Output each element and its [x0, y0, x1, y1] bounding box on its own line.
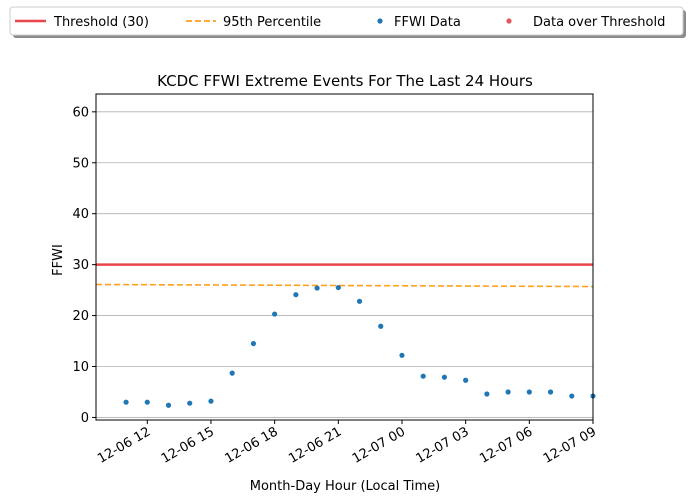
- ffwi-data-point: [208, 398, 214, 404]
- legend-frame: [9, 6, 684, 36]
- legend-ffwi-label: FFWI Data: [394, 15, 461, 30]
- plot-frame: [95, 93, 594, 421]
- ffwi-data-point: [335, 284, 341, 291]
- x-tick-label: 12-06 15: [159, 424, 217, 466]
- x-tick-label: 12-06 18: [223, 424, 281, 466]
- legend: Threshold (30) 95th Percentile FFWI Data…: [9, 6, 686, 38]
- ffwi-data-point: [378, 323, 384, 329]
- ffwi-data-point: [484, 391, 490, 397]
- ffwi-data-point: [356, 298, 363, 304]
- legend-percentile-label: 95th Percentile: [223, 15, 321, 30]
- ffwi-data-point: [272, 311, 278, 317]
- y-tick-label: 30: [72, 258, 89, 273]
- ffwi-data-point: [463, 377, 469, 383]
- ffwi-data-point: [187, 400, 193, 406]
- ffwi-data-point: [399, 352, 405, 358]
- y-axis-label: FFWI: [51, 244, 66, 276]
- x-tick-label: 12-06 12: [95, 424, 153, 466]
- ffwi-data-point: [229, 370, 235, 376]
- legend-over-threshold-marker: [506, 18, 512, 24]
- x-tick-label: 12-07 06: [477, 424, 535, 466]
- ffwi-data-point: [505, 389, 511, 395]
- x-tick-label: 12-07 00: [350, 424, 408, 466]
- ffwi-data-point: [293, 292, 299, 298]
- ffwi-data-point: [526, 389, 532, 395]
- x-axis: 12-06 12 12-06 15 12-06 18 12-06 21 12-07 00…: [95, 420, 599, 467]
- y-tick-label: 20: [72, 309, 89, 324]
- legend-ffwi-marker: [377, 18, 383, 24]
- y-axis: 0 10 20 30 40 50 60: [72, 105, 96, 426]
- y-tick-label: 10: [72, 360, 89, 375]
- ffwi-data-point: [569, 393, 575, 399]
- ffwi-data-point: [250, 340, 257, 347]
- ffwi-data-point: [123, 399, 129, 405]
- ffwi-data-point: [314, 285, 320, 291]
- ffwi-points: [123, 284, 596, 408]
- ffwi-data-point: [441, 374, 448, 380]
- y-tick-label: 40: [72, 207, 89, 222]
- ffwi-data-point: [547, 389, 554, 395]
- legend-threshold-label: Threshold (30): [53, 15, 149, 30]
- x-tick-label: 12-07 03: [414, 424, 472, 466]
- chart-title: KCDC FFWI Extreme Events For The Last 24…: [157, 72, 533, 90]
- x-tick-label: 12-07 09: [541, 424, 599, 466]
- y-tick-label: 0: [81, 411, 89, 426]
- legend-over-threshold-label: Data over Threshold: [533, 15, 665, 30]
- ffwi-data-point: [420, 373, 426, 379]
- ffwi-data-point: [144, 399, 150, 405]
- y-tick-label: 60: [72, 105, 89, 120]
- x-axis-label: Month-Day Hour (Local Time): [250, 479, 440, 494]
- x-tick-label: 12-06 21: [286, 424, 344, 466]
- ffwi-data-point: [165, 402, 172, 408]
- y-tick-label: 50: [72, 156, 89, 171]
- percentile-line: [95, 283, 594, 288]
